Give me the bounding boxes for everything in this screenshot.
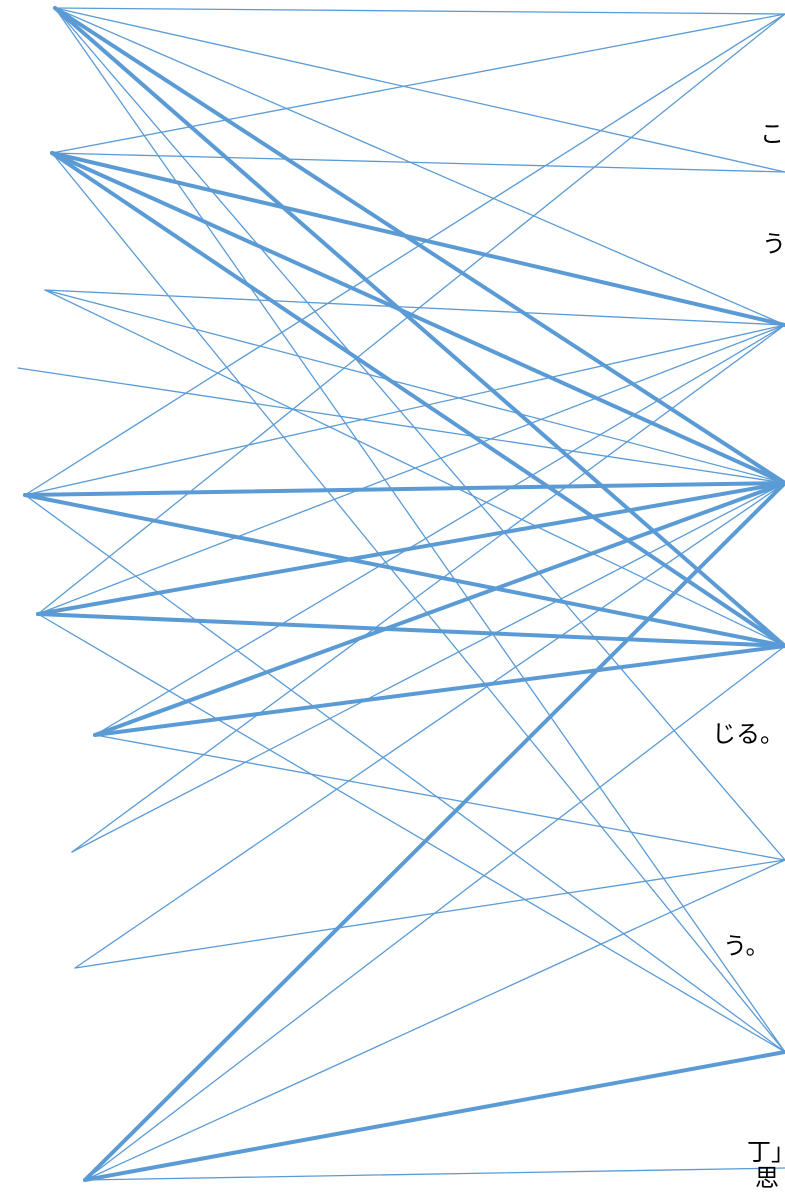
connection-line-1-5 <box>53 6 785 648</box>
connection-line-1-7 <box>54 7 785 1053</box>
connection-line-1-2 <box>54 7 785 173</box>
connection-line-5-5 <box>23 493 785 648</box>
connection-line-10-7 <box>83 1050 785 1182</box>
connection-line-2-3 <box>50 151 785 327</box>
connection-line-10-4 <box>83 481 785 1182</box>
connection-line-7-5 <box>93 644 785 737</box>
connection-line-8-3 <box>71 324 785 853</box>
connection-line-6-7 <box>37 613 785 1053</box>
connection-line-1-6 <box>54 7 785 861</box>
connection-line-6-5 <box>36 612 785 648</box>
connection-line-3-4 <box>44 289 785 484</box>
connection-line-5-4 <box>23 481 785 497</box>
text-fragment-4: う。 <box>723 932 770 960</box>
connection-line-6-3 <box>37 324 785 615</box>
connection-line-5-3 <box>24 324 785 496</box>
connection-line-5-1 <box>24 13 785 496</box>
connection-line-2-5 <box>50 151 785 648</box>
connection-line-3-3 <box>44 289 785 326</box>
text-fragment-1: こ <box>760 120 784 148</box>
connection-line-4-4 <box>17 367 785 484</box>
connection-line-5-7 <box>24 494 785 1053</box>
connection-line-10-8 <box>84 1167 785 1181</box>
connection-line-2-1 <box>51 13 785 154</box>
connection-line-2-7 <box>51 152 785 1053</box>
connection-line-9-6 <box>74 859 785 969</box>
connection-line-7-3 <box>94 324 785 736</box>
connection-line-2-4 <box>50 151 785 485</box>
connection-line-6-1 <box>37 13 785 615</box>
text-fragment-2: う <box>762 230 785 258</box>
connection-line-8-4 <box>71 482 785 853</box>
connection-line-1-1 <box>54 7 785 15</box>
text-fragment-3: じる。 <box>712 720 784 748</box>
connection-line-10-5 <box>84 645 785 1181</box>
connection-line-7-4 <box>93 481 785 737</box>
connection-line-2-2 <box>51 152 785 173</box>
connection-line-9-4 <box>74 482 785 969</box>
connection-lines <box>17 6 785 1182</box>
text-fragment-5: 丁」 <box>747 1138 785 1166</box>
connection-line-7-6 <box>94 734 785 861</box>
text-fragment-6: 思 <box>755 1164 779 1192</box>
connection-line-6-4 <box>36 481 785 616</box>
connection-line-10-6 <box>84 859 785 1181</box>
connection-line-1-3 <box>54 7 785 326</box>
